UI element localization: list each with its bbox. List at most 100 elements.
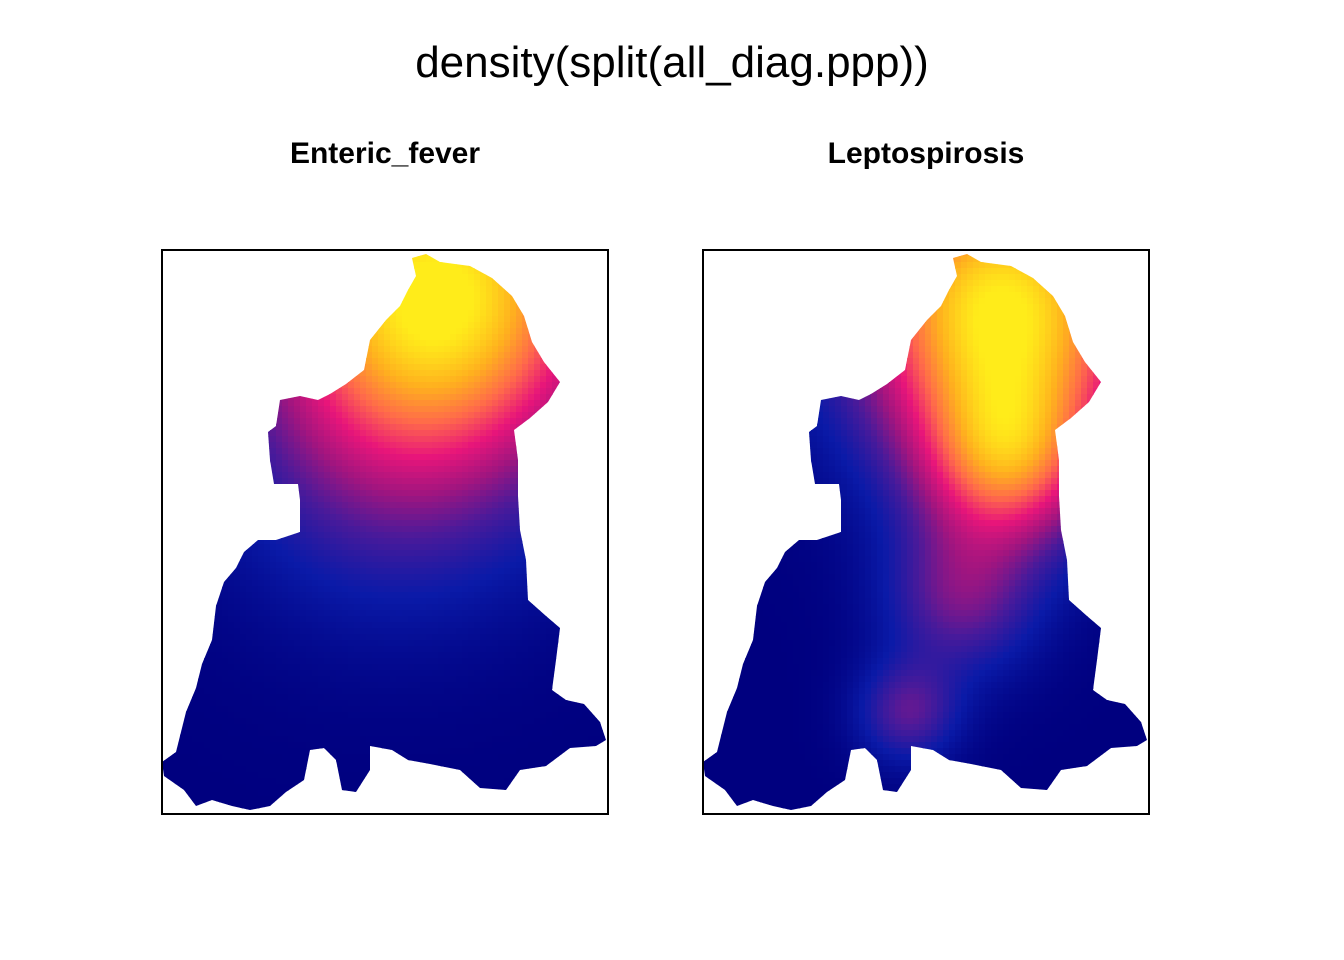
- density-cell-enteric-fever: [408, 256, 415, 263]
- density-cell-enteric-fever: [516, 550, 523, 557]
- density-cell-enteric-fever: [300, 328, 307, 335]
- density-cell-enteric-fever: [588, 592, 595, 599]
- density-cell-enteric-fever: [174, 430, 181, 437]
- density-cell-enteric-fever: [240, 646, 247, 653]
- density-cell-enteric-fever: [606, 568, 613, 575]
- density-cell-enteric-fever: [276, 628, 283, 635]
- density-cell-enteric-fever: [258, 364, 265, 371]
- density-cell-enteric-fever: [486, 490, 493, 497]
- density-cell-enteric-fever: [534, 634, 541, 641]
- density-cell-enteric-fever: [582, 436, 589, 443]
- density-cell-enteric-fever: [408, 460, 415, 467]
- density-cell-enteric-fever: [174, 532, 181, 539]
- density-cell-enteric-fever: [276, 412, 283, 419]
- density-cell-enteric-fever: [594, 592, 601, 599]
- density-cell-enteric-fever: [372, 274, 379, 281]
- density-cell-enteric-fever: [384, 424, 391, 431]
- density-cell-enteric-fever: [594, 304, 601, 311]
- density-cell-enteric-fever: [258, 628, 265, 635]
- density-cell-enteric-fever: [528, 628, 535, 635]
- density-cell-enteric-fever: [312, 286, 319, 293]
- density-cell-enteric-fever: [456, 364, 463, 371]
- density-cell-enteric-fever: [198, 334, 205, 341]
- density-cell-enteric-fever: [420, 562, 427, 569]
- density-cell-enteric-fever: [450, 520, 457, 527]
- density-cell-enteric-fever: [228, 286, 235, 293]
- density-cell-enteric-fever: [210, 592, 217, 599]
- density-cell-enteric-fever: [210, 478, 217, 485]
- density-cell-enteric-fever: [594, 562, 601, 569]
- density-cell-enteric-fever: [168, 424, 175, 431]
- density-cell-enteric-fever: [288, 430, 295, 437]
- density-cell-enteric-fever: [570, 412, 577, 419]
- density-cell-enteric-fever: [264, 592, 271, 599]
- density-cell-enteric-fever: [456, 526, 463, 533]
- density-cell-enteric-fever: [486, 256, 493, 263]
- density-cell-enteric-fever: [474, 490, 481, 497]
- density-cell-enteric-fever: [396, 406, 403, 413]
- density-cell-enteric-fever: [408, 604, 415, 611]
- density-cell-enteric-fever: [522, 562, 529, 569]
- density-cell-enteric-fever: [582, 574, 589, 581]
- density-cell-enteric-fever: [402, 388, 409, 395]
- density-cell-enteric-fever: [354, 310, 361, 317]
- density-cell-enteric-fever: [462, 418, 469, 425]
- density-cell-enteric-fever: [576, 340, 583, 347]
- density-cell-enteric-fever: [366, 640, 373, 647]
- density-cell-enteric-fever: [354, 640, 361, 647]
- density-cell-enteric-fever: [264, 508, 271, 515]
- density-cell-enteric-fever: [438, 436, 445, 443]
- density-cell-enteric-fever: [576, 286, 583, 293]
- density-cell-enteric-fever: [192, 304, 199, 311]
- density-cell-enteric-fever: [336, 406, 343, 413]
- density-cell-enteric-fever: [354, 388, 361, 395]
- density-cell-enteric-fever: [576, 316, 583, 323]
- density-cell-enteric-fever: [258, 412, 265, 419]
- density-cell-enteric-fever: [192, 544, 199, 551]
- density-cell-enteric-fever: [348, 538, 355, 545]
- density-cell-enteric-fever: [246, 634, 253, 641]
- density-cell-enteric-fever: [414, 346, 421, 353]
- density-cell-enteric-fever: [186, 334, 193, 341]
- density-cell-enteric-fever: [282, 388, 289, 395]
- density-cell-enteric-fever: [480, 580, 487, 587]
- density-cell-enteric-fever: [198, 490, 205, 497]
- density-cell-enteric-fever: [468, 598, 475, 605]
- density-cell-enteric-fever: [438, 352, 445, 359]
- density-cell-enteric-fever: [192, 328, 199, 335]
- density-cell-enteric-fever: [486, 454, 493, 461]
- density-cell-enteric-fever: [486, 574, 493, 581]
- density-cell-enteric-fever: [312, 436, 319, 443]
- density-cell-enteric-fever: [186, 544, 193, 551]
- density-cell-enteric-fever: [432, 298, 439, 305]
- density-cell-enteric-fever: [324, 442, 331, 449]
- density-cell-enteric-fever: [318, 466, 325, 473]
- density-cell-enteric-fever: [300, 424, 307, 431]
- density-cell-enteric-fever: [498, 478, 505, 485]
- density-cell-enteric-fever: [390, 304, 397, 311]
- density-cell-enteric-fever: [516, 610, 523, 617]
- density-cell-enteric-fever: [372, 358, 379, 365]
- density-cell-enteric-fever: [270, 316, 277, 323]
- density-cell-enteric-fever: [372, 292, 379, 299]
- density-cell-enteric-fever: [564, 592, 571, 599]
- density-cell-enteric-fever: [384, 346, 391, 353]
- density-cell-enteric-fever: [276, 286, 283, 293]
- density-cell-enteric-fever: [198, 418, 205, 425]
- density-cell-enteric-fever: [588, 316, 595, 323]
- density-cell-enteric-fever: [546, 442, 553, 449]
- panel-title-enteric-fever: Enteric_fever: [289, 137, 481, 170]
- density-cell-enteric-fever: [354, 544, 361, 551]
- density-cell-enteric-fever: [582, 568, 589, 575]
- density-cell-enteric-fever: [294, 400, 301, 407]
- density-cell-enteric-fever: [186, 436, 193, 443]
- density-cell-enteric-fever: [288, 412, 295, 419]
- density-cell-enteric-fever: [312, 310, 319, 317]
- density-cell-enteric-fever: [414, 646, 421, 653]
- density-cell-enteric-fever: [282, 412, 289, 419]
- density-cell-enteric-fever: [372, 454, 379, 461]
- density-cell-enteric-fever: [294, 484, 301, 491]
- density-cell-enteric-fever: [342, 628, 349, 635]
- density-cell-enteric-fever: [372, 364, 379, 371]
- density-cell-enteric-fever: [204, 364, 211, 371]
